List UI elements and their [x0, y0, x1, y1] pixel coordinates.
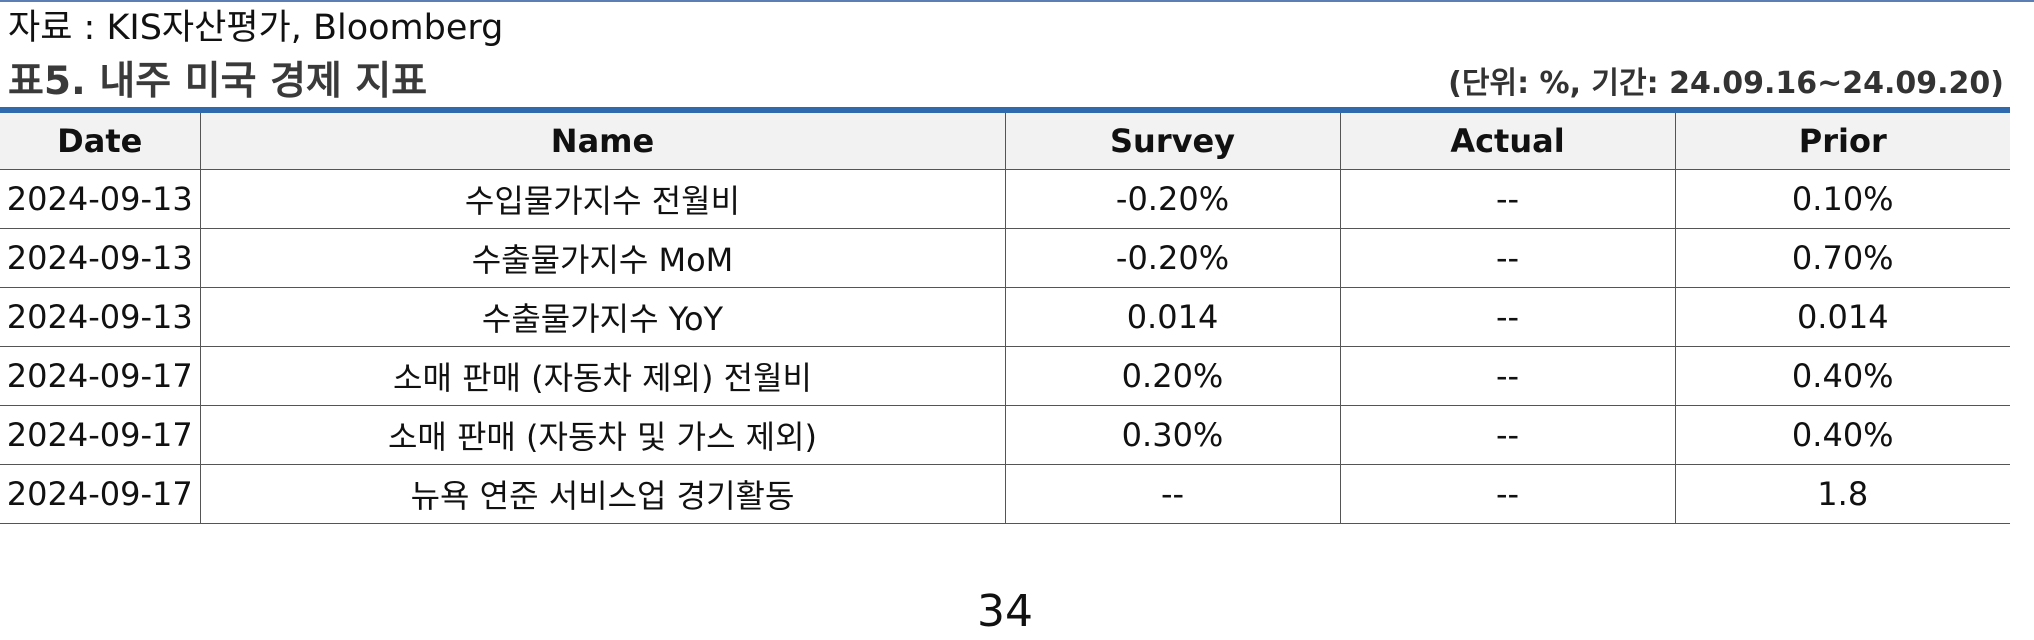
cell-date: 2024-09-13	[0, 228, 200, 288]
cell-date: 2024-09-13	[0, 287, 200, 347]
header-survey: Survey	[1004, 113, 1340, 170]
title-underline-bar	[0, 107, 2010, 113]
cell-date: 2024-09-17	[0, 405, 200, 465]
header-prior: Prior	[1674, 113, 2010, 170]
cell-name: 수입물가지수 전월비	[199, 169, 1005, 229]
cell-survey: 0.20%	[1004, 346, 1340, 406]
table-header-row: Date Name Survey Actual Prior	[0, 113, 2010, 170]
cell-date: 2024-09-17	[0, 346, 200, 406]
page-number: 34	[977, 586, 1033, 637]
header-date: Date	[0, 113, 200, 170]
cell-survey: 0.014	[1004, 287, 1340, 347]
cell-actual: --	[1339, 405, 1675, 465]
header-name: Name	[199, 113, 1005, 170]
source-note: 자료 : KIS자산평가, Bloomberg	[8, 8, 504, 48]
cell-survey: -0.20%	[1004, 228, 1340, 288]
cell-prior: 1.8	[1674, 464, 2010, 524]
cell-name: 소매 판매 (자동차 및 가스 제외)	[199, 405, 1005, 465]
cell-actual: --	[1339, 346, 1675, 406]
table-row: 2024-09-13 수출물가지수 YoY 0.014 -- 0.014	[0, 287, 2010, 347]
table-row: 2024-09-17 소매 판매 (자동차 제외) 전월비 0.20% -- 0…	[0, 346, 2010, 406]
unit-note: (단위: %, 기간: 24.09.16~24.09.20)	[1448, 66, 2004, 101]
table-row: 2024-09-13 수입물가지수 전월비 -0.20% -- 0.10%	[0, 169, 2010, 229]
cell-date: 2024-09-17	[0, 464, 200, 524]
cell-prior: 0.40%	[1674, 405, 2010, 465]
cell-survey: --	[1004, 464, 1340, 524]
cell-survey: -0.20%	[1004, 169, 1340, 229]
table-row: 2024-09-13 수출물가지수 MoM -0.20% -- 0.70%	[0, 228, 2010, 288]
table-title: 표5. 내주 미국 경제 지표	[8, 59, 428, 104]
top-rule	[0, 0, 2034, 2]
economic-indicators-table: Date Name Survey Actual Prior 2024-09-13…	[0, 113, 2010, 524]
cell-name: 수출물가지수 MoM	[199, 228, 1005, 288]
cell-prior: 0.40%	[1674, 346, 2010, 406]
cell-actual: --	[1339, 169, 1675, 229]
header-actual: Actual	[1339, 113, 1675, 170]
cell-actual: --	[1339, 287, 1675, 347]
cell-date: 2024-09-13	[0, 169, 200, 229]
cell-name: 뉴욕 연준 서비스업 경기활동	[199, 464, 1005, 524]
table-row: 2024-09-17 소매 판매 (자동차 및 가스 제외) 0.30% -- …	[0, 405, 2010, 465]
cell-name: 소매 판매 (자동차 제외) 전월비	[199, 346, 1005, 406]
cell-actual: --	[1339, 464, 1675, 524]
cell-prior: 0.70%	[1674, 228, 2010, 288]
cell-prior: 0.10%	[1674, 169, 2010, 229]
cell-actual: --	[1339, 228, 1675, 288]
title-row: 표5. 내주 미국 경제 지표 (단위: %, 기간: 24.09.16~24.…	[8, 58, 2004, 108]
table-row: 2024-09-17 뉴욕 연준 서비스업 경기활동 -- -- 1.8	[0, 464, 2010, 524]
cell-survey: 0.30%	[1004, 405, 1340, 465]
cell-name: 수출물가지수 YoY	[199, 287, 1005, 347]
cell-prior: 0.014	[1674, 287, 2010, 347]
